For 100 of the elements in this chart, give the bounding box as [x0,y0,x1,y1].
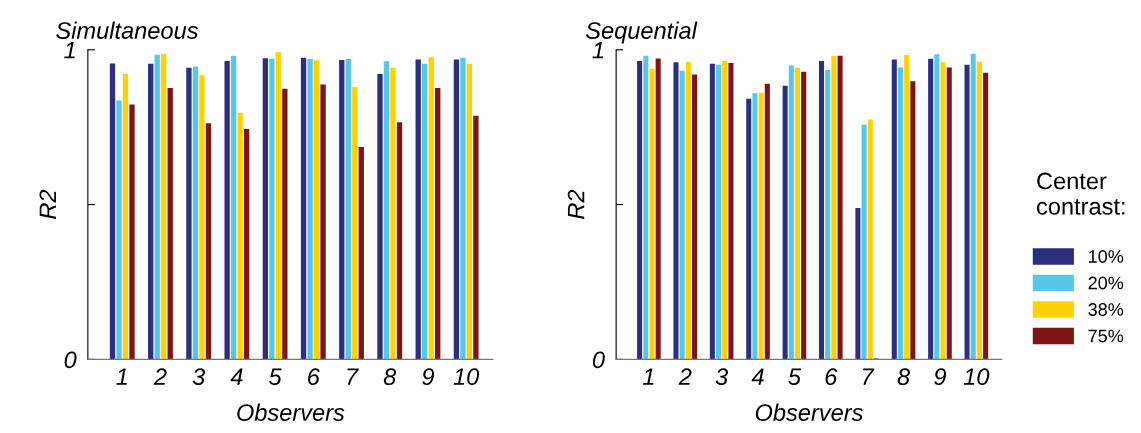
x-tick-label: 9 [934,368,947,386]
bar [685,61,691,360]
bar [964,64,970,360]
bar [205,123,212,360]
x-tick-label: 6 [308,368,320,386]
bar [904,55,910,360]
bar [716,64,722,360]
bar [643,55,649,360]
x-tick-label: 4 [230,368,243,385]
bar [940,62,946,360]
bar [396,122,403,360]
bar [679,70,685,360]
bar [764,83,770,360]
bar [934,54,940,360]
x-tick-label: 1 [642,368,654,385]
y-tick-label: 0 [64,351,77,369]
bar [199,75,205,360]
bar [377,73,383,360]
legend-label: 75% [1088,329,1124,343]
bar [655,58,661,360]
bar [466,64,473,360]
bar [167,87,173,360]
bar [186,67,192,360]
legend-label: 10% [1089,250,1124,263]
x-tick-label: 7 [863,368,875,385]
bar [224,60,230,360]
bar [983,72,989,360]
x-tick-label: 10 [963,368,990,386]
bar [801,71,807,360]
bar [837,55,843,360]
bar [390,67,396,360]
legend-label: 38% [1088,303,1124,316]
x-tick-label: 4 [751,368,764,385]
bar [453,59,460,360]
bar [435,87,441,360]
bar [352,86,358,360]
x-tick-label: 5 [788,368,802,386]
x-axis-title: Observers [237,403,345,421]
bar [891,59,897,360]
bar [928,58,934,360]
x-axis-title: Observers [755,403,863,421]
bar [473,115,479,360]
bar [746,98,752,360]
bar [946,67,952,360]
bar [358,147,364,360]
bar [709,63,715,360]
bar [752,93,758,360]
x-tick-label: 6 [825,368,838,386]
bar [782,85,788,360]
bar [722,60,728,360]
y-tick-label: 0 [592,351,605,369]
x-tick-label: 8 [383,368,397,386]
bar [282,88,288,360]
bar [109,63,116,360]
bar [161,53,167,360]
bar [794,67,801,360]
bar [148,63,154,360]
bar [122,73,129,360]
x-tick-label: 2 [678,368,692,385]
bar [339,60,345,360]
bar [637,60,643,360]
bar [243,129,250,360]
bar [728,63,734,360]
bar [275,52,282,360]
bar [269,58,275,360]
bar [673,62,679,360]
bar [758,92,764,360]
y-axis-title: R2 [567,189,585,219]
legend-title: Center contrast: [1037,172,1125,215]
x-tick-label: 8 [897,368,910,386]
bar [788,65,794,360]
bar [262,58,269,360]
bar [230,55,237,360]
bar [460,57,466,360]
bar [192,66,199,360]
bar [345,59,351,360]
bar [428,57,434,360]
bar [129,104,135,360]
x-tick-label: 7 [347,368,359,385]
x-tick-label: 3 [715,368,729,386]
x-tick-label: 3 [192,368,206,386]
chart-title: Sequential [585,21,698,44]
bar [861,124,867,360]
x-tick-label: 2 [153,368,167,385]
x-tick-label: 9 [422,368,435,386]
bar [383,61,390,360]
x-tick-label: 5 [269,368,282,386]
bar [422,63,428,360]
chart-title: Simultaneous [56,21,199,39]
bar [300,57,307,360]
x-tick-label: 1 [116,368,127,385]
bar [307,59,313,360]
bar [313,60,320,360]
bar [818,60,825,360]
bar [831,55,837,360]
x-tick-label: 10 [453,368,480,386]
bar [910,81,916,360]
bar [855,208,861,360]
bar [970,53,976,360]
bar [415,59,421,360]
